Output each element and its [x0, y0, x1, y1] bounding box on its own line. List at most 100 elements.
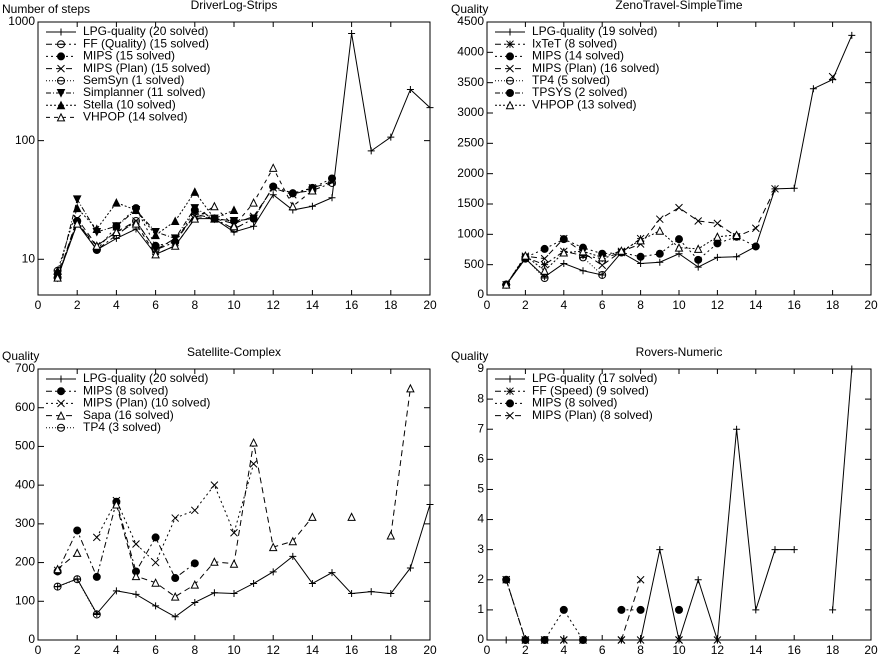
y-tick-label: 4: [477, 512, 484, 526]
marker: [288, 201, 298, 211]
x-tick-label: 8: [637, 298, 644, 312]
marker: [675, 605, 684, 614]
marker: [268, 163, 278, 172]
marker: [210, 214, 219, 223]
marker: [151, 533, 160, 542]
legend-label: LPG-quality (20 solved): [83, 24, 208, 38]
chart-title: Satellite-Complex: [187, 345, 281, 359]
legend-marker: [57, 52, 66, 61]
series-line: [620, 579, 642, 641]
marker: [771, 546, 779, 554]
marker: [249, 459, 258, 468]
legend-marker: [57, 40, 66, 49]
marker: [790, 546, 798, 554]
marker: [406, 85, 414, 93]
legend-marker: [57, 76, 66, 85]
x-tick-label: 4: [113, 298, 120, 312]
legend-marker: [57, 387, 66, 396]
marker: [73, 575, 82, 584]
y-tick-label: 1: [477, 602, 484, 616]
marker: [501, 280, 511, 289]
marker: [72, 548, 82, 557]
marker: [92, 572, 101, 581]
marker: [170, 234, 180, 244]
marker: [579, 636, 587, 644]
marker: [540, 636, 549, 644]
marker: [230, 590, 238, 598]
legend-marker: [506, 64, 514, 73]
y-tick-label: 0: [28, 632, 35, 646]
x-tick-label: 2: [74, 298, 81, 312]
x-tick-label: 10: [672, 643, 686, 657]
marker: [210, 589, 218, 597]
legend-label: LPG-quality (17 solved): [532, 371, 657, 385]
legend-marker: [506, 89, 515, 97]
subplot: DriverLog-Strips Number of steps 0 2 4 6 8 10 12…: [2, 0, 437, 312]
marker: [151, 249, 160, 259]
x-tick-label: 6: [152, 298, 159, 312]
subplot: ZenoTravel-SimpleTime Quality 0 2 4 6 8 10 12 14 1…: [451, 0, 878, 312]
marker: [171, 613, 179, 621]
marker: [693, 244, 703, 253]
marker: [636, 636, 645, 644]
series-line: [505, 238, 641, 285]
marker: [229, 205, 239, 215]
x-tick-label: 18: [826, 643, 840, 657]
marker: [598, 270, 607, 279]
marker: [250, 222, 258, 230]
marker: [170, 592, 180, 601]
legend-marker: [57, 375, 65, 383]
y-tick-label: 0: [477, 632, 484, 646]
marker: [848, 365, 856, 373]
legend-label: FF (Quality) (15 solved): [83, 36, 209, 50]
marker: [229, 217, 239, 226]
legend-marker: [506, 387, 514, 396]
marker: [289, 552, 297, 560]
marker: [210, 201, 219, 211]
legend-marker: [506, 52, 515, 61]
legend-marker: [57, 64, 65, 73]
y-tick-label: 500: [15, 439, 35, 453]
marker: [347, 512, 356, 521]
marker: [131, 571, 141, 581]
series-line: [115, 442, 313, 598]
x-tick-label: 4: [560, 643, 567, 657]
marker: [92, 224, 102, 233]
marker: [367, 588, 375, 596]
y-tick-label: 100: [15, 133, 35, 147]
legend-marker: [506, 399, 515, 408]
y-tick-label: 1500: [457, 196, 484, 210]
marker: [636, 235, 645, 245]
y-tick-label: 5: [477, 482, 484, 496]
marker: [636, 605, 645, 614]
x-tick-label: 18: [826, 298, 840, 312]
marker: [92, 533, 101, 542]
y-tick-label: 2: [477, 572, 484, 586]
marker: [655, 215, 664, 224]
marker: [713, 253, 721, 261]
marker: [171, 514, 180, 522]
y-tick-label: 1000: [8, 14, 35, 28]
marker: [229, 221, 239, 231]
legend-label: Simplanner (11 solved): [83, 85, 206, 99]
marker: [656, 546, 664, 554]
x-tick-label: 14: [306, 298, 320, 312]
y-tick-label: 7: [477, 421, 484, 435]
x-tick-label: 18: [384, 643, 398, 657]
marker: [151, 230, 160, 240]
x-tick-label: 12: [711, 298, 725, 312]
marker: [751, 224, 760, 233]
y-tick-label: 300: [15, 516, 35, 530]
x-tick-label: 14: [749, 298, 763, 312]
x-tick-label: 20: [423, 643, 437, 657]
legend-label: MIPS (Plan) (10 solved): [83, 396, 210, 410]
y-axis-label: Number of steps: [2, 2, 90, 16]
y-tick-label: 200: [15, 555, 35, 569]
marker: [268, 542, 278, 552]
marker: [53, 582, 62, 591]
marker: [249, 198, 258, 207]
marker: [829, 606, 837, 614]
marker: [132, 590, 140, 598]
